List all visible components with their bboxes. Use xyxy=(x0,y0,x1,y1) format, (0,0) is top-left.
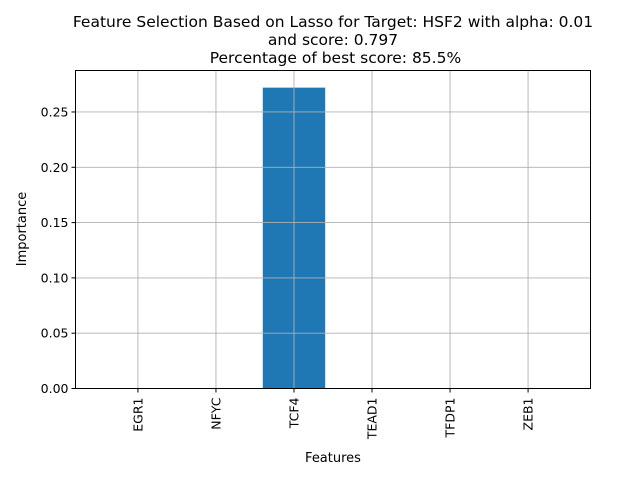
y-tick-label: 0.05 xyxy=(41,326,69,341)
grid xyxy=(75,70,591,389)
title-line-2: and score: 0.797 xyxy=(268,31,398,49)
y-tick-label: 0.20 xyxy=(41,160,69,175)
x-tick-label: NFYC xyxy=(208,397,223,429)
x-axis-ticks: EGR1 NFYC TCF4 TEAD1 TFDP1 ZEB1 xyxy=(130,388,536,441)
title-line-1: Feature Selection Based on Lasso for Tar… xyxy=(73,13,593,31)
x-tick-label: EGR1 xyxy=(130,398,145,432)
x-tick-label: TEAD1 xyxy=(365,398,380,441)
y-tick-label: 0.15 xyxy=(41,215,69,230)
y-axis-ticks: 0.00 0.05 0.10 0.15 0.20 0.25 xyxy=(41,104,76,396)
x-tick-label: ZEB1 xyxy=(521,398,536,431)
chart-title: Feature Selection Based on Lasso for Tar… xyxy=(73,13,593,67)
x-tick-label: TFDP1 xyxy=(443,398,458,439)
y-axis-label: Importance xyxy=(15,192,30,267)
x-axis-label: Features xyxy=(305,451,361,466)
y-tick-label: 0.25 xyxy=(41,104,69,119)
x-tick-label: TCF4 xyxy=(286,397,301,429)
y-tick-label: 0.10 xyxy=(41,270,69,285)
y-tick-label: 0.00 xyxy=(41,381,69,396)
plot-frame xyxy=(75,70,591,389)
title-line-3: Percentage of best score: 85.5% xyxy=(205,49,461,67)
